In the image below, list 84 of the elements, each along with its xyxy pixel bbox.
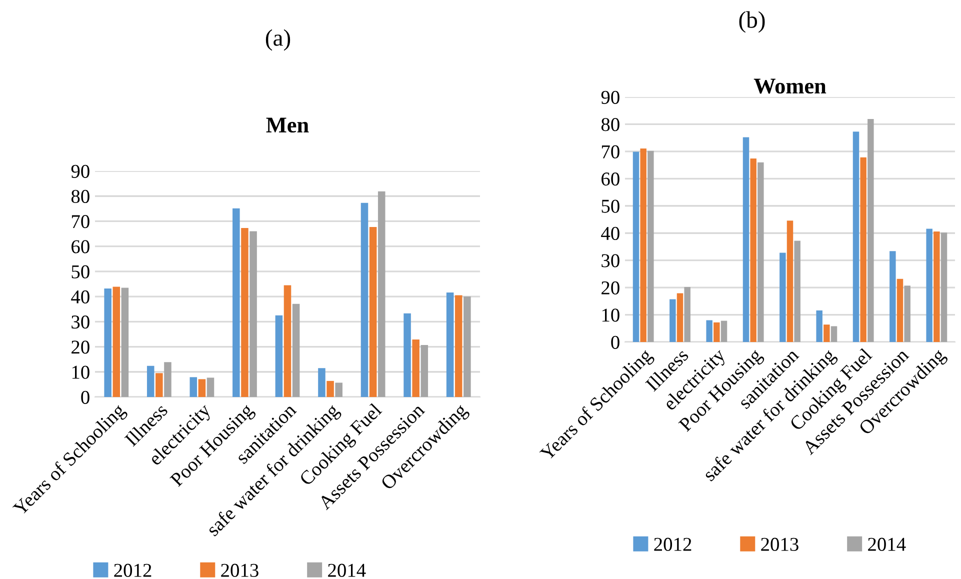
bar: [420, 345, 428, 397]
bar: [378, 191, 386, 397]
bar: [292, 304, 300, 397]
bar: [860, 157, 866, 342]
bar: [318, 368, 326, 397]
y-tick-label: 60: [72, 240, 90, 254]
bar: [112, 286, 120, 397]
bar: [250, 231, 257, 397]
y-tick-label: 30: [72, 315, 90, 329]
bar: [830, 326, 838, 342]
bar: [758, 162, 764, 342]
bar: [198, 379, 206, 397]
y-tick-label: 70: [602, 145, 620, 158]
bar: [706, 320, 712, 342]
legend-label: 2014: [868, 538, 906, 551]
bar: [121, 288, 129, 397]
bar: [868, 119, 874, 342]
bar: [940, 232, 948, 342]
bar: [284, 285, 292, 397]
bar: [412, 339, 420, 397]
bar: [464, 296, 471, 397]
bar: [676, 293, 684, 342]
bar: [206, 378, 214, 397]
y-tick-label: 60: [602, 172, 620, 186]
text: (b): [739, 11, 765, 33]
bar: [326, 380, 334, 397]
bar: [890, 251, 896, 342]
y-tick-label: 20: [602, 281, 620, 294]
bar: [714, 322, 720, 342]
bar: [241, 228, 248, 397]
y-tick-label: 90: [601, 90, 620, 104]
y-tick-label: 90: [71, 164, 90, 178]
bar: [640, 148, 646, 342]
bar: [750, 158, 756, 342]
y-tick-label: 50: [72, 265, 90, 278]
bar: [794, 240, 800, 342]
bar: [926, 228, 932, 342]
y-tick-label: 40: [71, 290, 90, 304]
legend-label: 2013: [761, 538, 798, 551]
bar: [454, 295, 462, 397]
legend-label: 2014: [328, 564, 366, 577]
y-tick-label: 50: [602, 200, 620, 213]
legend-label: 2012: [654, 538, 692, 551]
y-tick-label: 80: [71, 190, 90, 204]
y-tick-label: 30: [602, 254, 620, 268]
bar: [780, 252, 786, 342]
chart-title: Men: [266, 118, 309, 133]
bar: [360, 202, 368, 397]
bar: [720, 320, 728, 342]
bar: [446, 292, 454, 397]
bar: [190, 377, 198, 397]
y-tick-label: 70: [72, 215, 90, 228]
bar: [816, 310, 822, 342]
bar: [632, 152, 640, 342]
text: (a): [266, 29, 290, 51]
bar: [404, 313, 411, 397]
bar: [104, 288, 112, 397]
bar: [164, 362, 172, 397]
bar: [896, 278, 904, 342]
bar: [786, 220, 794, 342]
bar: [904, 286, 910, 342]
bar: [934, 231, 940, 342]
bar: [852, 132, 860, 342]
bar: [648, 150, 654, 342]
bar: [684, 287, 690, 342]
legend-label: 2013: [221, 564, 258, 577]
y-tick-label: 0: [81, 390, 90, 404]
y-tick-label: 0: [611, 336, 620, 349]
bar: [670, 299, 676, 342]
legend-label: 2012: [114, 564, 152, 577]
chart-title: Women: [754, 78, 826, 94]
y-tick-label: 10: [72, 366, 90, 379]
bar: [156, 373, 163, 397]
bar: [232, 208, 240, 397]
bar: [335, 382, 342, 397]
bar: [146, 366, 154, 397]
bar: [742, 137, 750, 342]
bar: [275, 315, 283, 397]
y-tick-label: 40: [601, 226, 620, 240]
y-tick-label: 20: [72, 340, 90, 354]
bar: [369, 227, 377, 397]
bar: [824, 324, 830, 342]
y-tick-label: 80: [601, 118, 620, 132]
y-tick-label: 10: [602, 308, 620, 322]
